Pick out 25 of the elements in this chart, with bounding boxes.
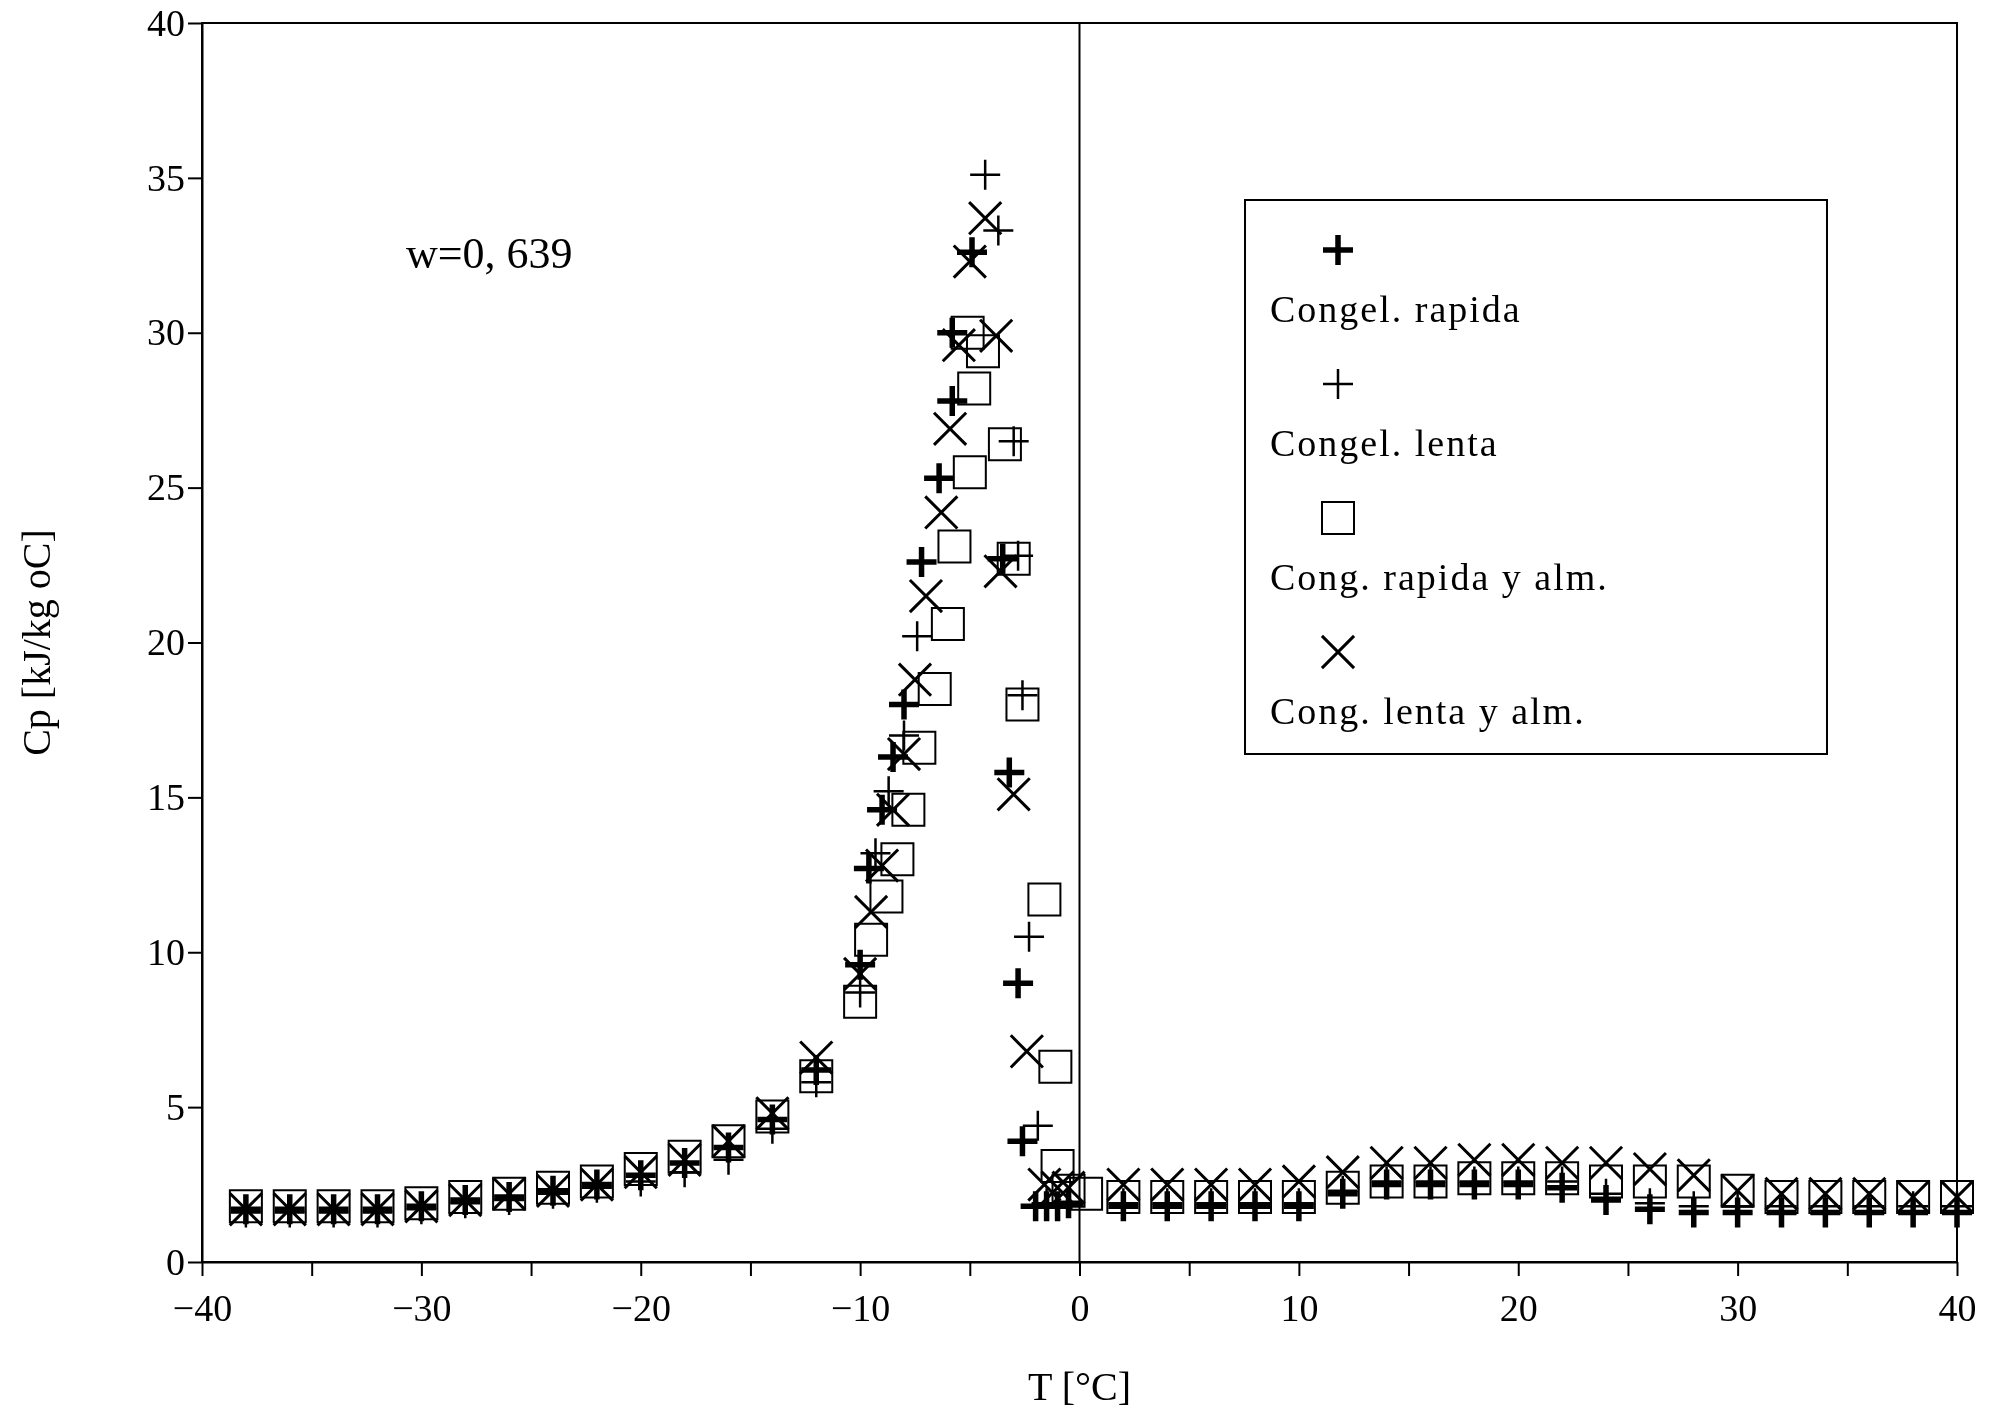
y-tick-label: 25 (147, 466, 185, 509)
x-tick-label: −40 (172, 1286, 233, 1329)
y-tick-label: 15 (147, 776, 185, 819)
y-tick-label: 10 (147, 930, 185, 973)
x-tick-label: 20 (1499, 1286, 1538, 1329)
x-tick-label: 40 (1938, 1286, 1977, 1329)
y-axis-title: Cp [kJ/kg oC] (14, 529, 59, 756)
x-tick-label: −20 (611, 1286, 671, 1329)
legend-label: Congel. rapida (1270, 288, 1522, 330)
y-tick-label: 5 (166, 1085, 185, 1128)
legend-label: Congel. lenta (1270, 422, 1499, 464)
x-tick-label: 0 (1070, 1286, 1090, 1329)
legend-label: Cong. lenta y alm. (1270, 690, 1586, 732)
x-tick-label: −30 (392, 1286, 452, 1329)
x-axis-title: T [°C] (1027, 1364, 1132, 1409)
y-tick-label: 40 (147, 1, 185, 44)
y-tick-label: 20 (147, 621, 185, 664)
annotation: w=0, 639 (406, 229, 573, 278)
y-tick-label: 0 (166, 1240, 185, 1283)
y-tick-label: 35 (147, 156, 185, 199)
legend-label: Cong. rapida y alm. (1270, 556, 1609, 598)
x-tick-label: 30 (1719, 1286, 1758, 1329)
x-tick-label: 10 (1280, 1286, 1319, 1329)
x-tick-label: −10 (830, 1286, 891, 1329)
y-tick-label: 30 (147, 311, 185, 354)
